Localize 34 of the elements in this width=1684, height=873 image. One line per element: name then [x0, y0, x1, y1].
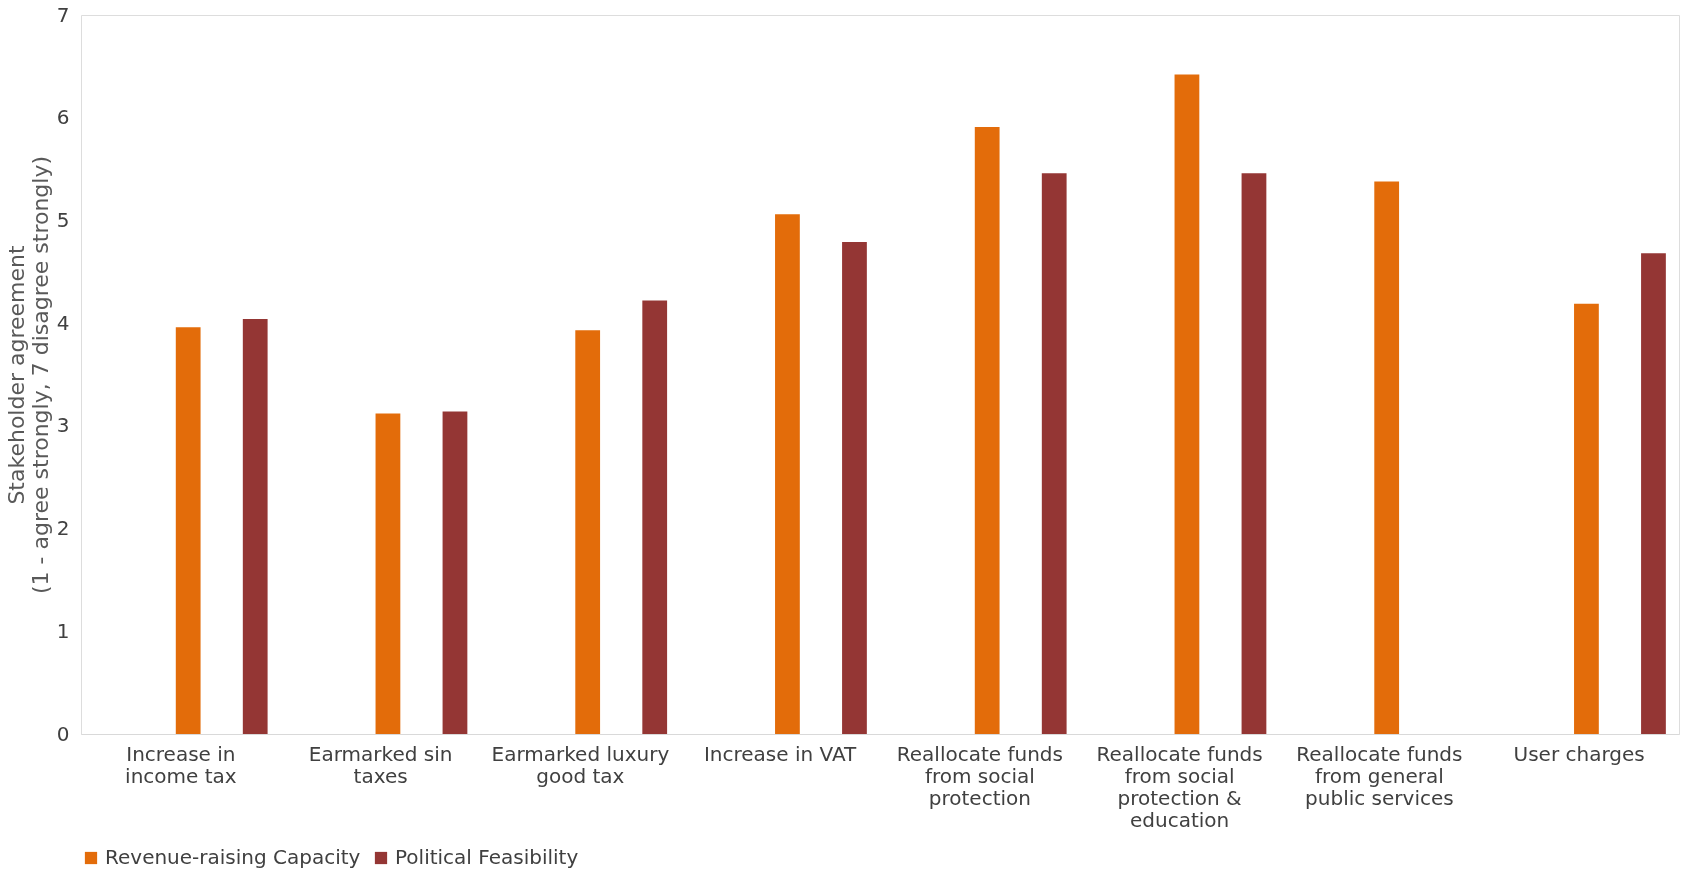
bar — [1241, 173, 1267, 734]
bar — [775, 214, 800, 734]
bar — [1374, 181, 1400, 734]
x-tick-label: Earmarked sin taxes — [308, 741, 453, 788]
bar — [375, 413, 401, 734]
bar — [974, 126, 1000, 734]
y-tick-label: 4 — [56, 310, 70, 335]
y-tick-label: 6 — [56, 105, 70, 130]
bar — [1641, 253, 1666, 734]
bar — [642, 300, 668, 734]
x-tick-label: Reallocate funds from social protection & education — [1096, 741, 1263, 832]
bar — [175, 327, 201, 734]
y-tick-label: 2 — [56, 516, 70, 541]
y-tick-label: 1 — [56, 618, 70, 643]
y-tick-label: 7 — [56, 2, 70, 27]
legend-label: Political Feasibility — [395, 845, 579, 869]
bar — [442, 411, 468, 734]
y-tick-label: 5 — [56, 207, 70, 232]
y-tick-label: 3 — [56, 413, 70, 438]
bar — [1574, 303, 1599, 734]
bar — [1174, 74, 1200, 734]
x-tick-label: Reallocate funds from general public services — [1296, 741, 1463, 810]
bar — [1041, 173, 1067, 734]
bar — [842, 242, 867, 734]
bar — [575, 330, 601, 734]
x-tick-label: User charges — [1513, 741, 1645, 766]
y-tick-label: 0 — [56, 721, 70, 746]
bar — [242, 319, 268, 734]
legend-label: Revenue-raising Capacity — [105, 845, 361, 869]
x-tick-label: Increase in income tax — [125, 741, 237, 788]
y-axis-title: Stakeholder agreement (1 - agree strongly, 7 disagree strongly) — [3, 155, 53, 595]
x-tick-label: Earmarked luxury good tax — [491, 741, 670, 788]
x-tick-label: Reallocate funds from social protection — [896, 741, 1063, 810]
x-tick-label: Increase in VAT — [703, 741, 858, 766]
